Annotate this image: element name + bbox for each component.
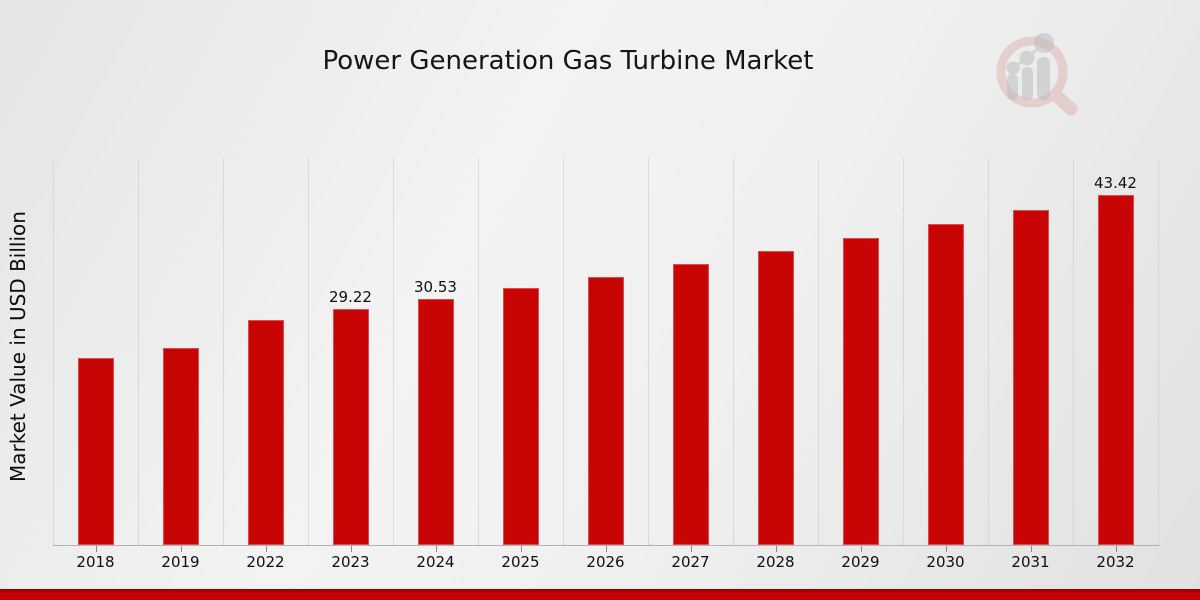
market-research-future-logo bbox=[996, 33, 1078, 116]
gridline bbox=[818, 158, 819, 545]
x-axis-tick bbox=[265, 546, 267, 552]
logo-bar-icon bbox=[1022, 67, 1033, 100]
logo-trend-dot-icon bbox=[1019, 50, 1035, 66]
bar bbox=[587, 276, 624, 545]
x-axis-tick bbox=[775, 546, 777, 552]
x-axis-tick bbox=[435, 546, 437, 552]
logo-magnifier-ring-icon bbox=[996, 36, 1068, 108]
bar-value-label: 29.22 bbox=[329, 288, 372, 307]
x-tick-label: 2031 bbox=[1011, 553, 1050, 571]
x-tick-label: 2028 bbox=[756, 553, 795, 571]
gridline bbox=[53, 158, 54, 545]
logo-bar-icon bbox=[1037, 57, 1050, 100]
bar bbox=[672, 263, 709, 545]
x-tick-label: 2026 bbox=[586, 553, 625, 571]
x-tick-label: 2029 bbox=[841, 553, 880, 571]
x-axis-tick bbox=[1030, 546, 1032, 552]
x-axis-tick bbox=[1115, 546, 1117, 552]
x-axis-tick bbox=[605, 546, 607, 552]
logo-trend-dot-icon bbox=[1006, 61, 1020, 75]
gridline bbox=[988, 158, 989, 545]
gridline bbox=[733, 158, 734, 545]
x-tick-label: 2027 bbox=[671, 553, 710, 571]
gridline bbox=[1073, 158, 1074, 545]
bar bbox=[332, 309, 369, 545]
bar-value-label: 30.53 bbox=[414, 277, 457, 296]
gridline bbox=[308, 158, 309, 545]
bar-value-label: 43.42 bbox=[1094, 173, 1137, 192]
x-axis-tick bbox=[95, 546, 97, 552]
x-tick-label: 2019 bbox=[161, 553, 200, 571]
x-axis-tick bbox=[690, 546, 692, 552]
logo-bar-icon bbox=[1007, 74, 1018, 100]
bar bbox=[417, 298, 454, 545]
x-tick-label: 2025 bbox=[501, 553, 540, 571]
gridline bbox=[393, 158, 394, 545]
bar bbox=[927, 224, 964, 545]
x-axis-tick bbox=[520, 546, 522, 552]
logo-magnifier-handle-icon bbox=[1051, 90, 1078, 116]
x-tick-label: 2023 bbox=[331, 553, 370, 571]
x-axis-tick bbox=[350, 546, 352, 552]
gridline bbox=[223, 158, 224, 545]
x-axis-tick bbox=[945, 546, 947, 552]
x-axis-tick bbox=[860, 546, 862, 552]
bar bbox=[842, 237, 879, 545]
x-tick-label: 2024 bbox=[416, 553, 455, 571]
gridline bbox=[563, 158, 564, 545]
bar bbox=[757, 250, 794, 545]
gridline bbox=[138, 158, 139, 545]
x-tick-label: 2030 bbox=[926, 553, 965, 571]
gridline bbox=[478, 158, 479, 545]
gridline bbox=[903, 158, 904, 545]
bar bbox=[1012, 209, 1049, 545]
logo-trend-dot-icon bbox=[1034, 33, 1054, 53]
x-tick-label: 2032 bbox=[1096, 553, 1135, 571]
bar bbox=[247, 320, 284, 545]
bar bbox=[77, 357, 114, 545]
x-tick-label: 2022 bbox=[246, 553, 285, 571]
bar bbox=[1097, 194, 1134, 545]
x-axis-tick bbox=[180, 546, 182, 552]
chart-title: Power Generation Gas Turbine Market bbox=[322, 46, 814, 76]
bar bbox=[502, 287, 539, 545]
gridline bbox=[1158, 158, 1159, 545]
x-axis-line bbox=[53, 545, 1159, 546]
x-tick-label: 2018 bbox=[76, 553, 115, 571]
bottom-red-strip bbox=[0, 589, 1200, 600]
gridline bbox=[648, 158, 649, 545]
bar bbox=[162, 348, 199, 545]
